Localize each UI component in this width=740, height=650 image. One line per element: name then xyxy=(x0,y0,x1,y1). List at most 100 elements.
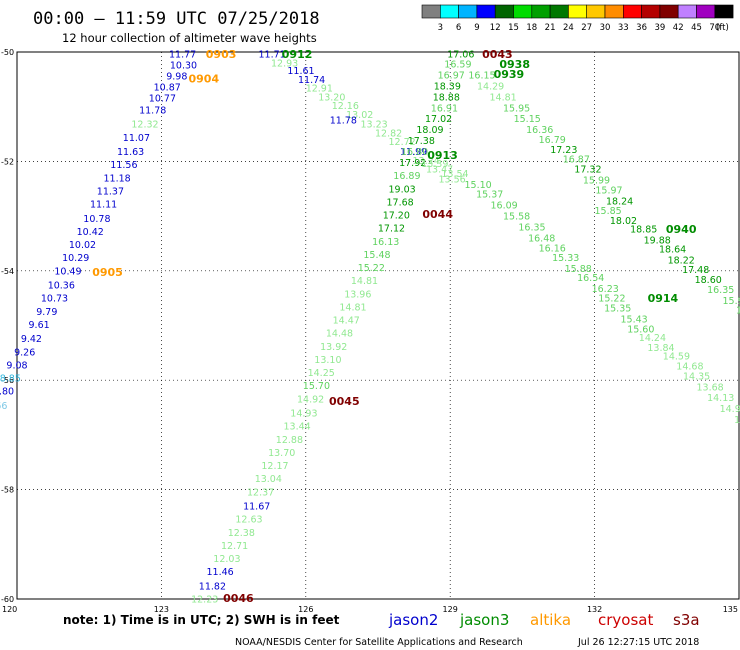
colorbar-swatch xyxy=(494,4,514,19)
y-tick-label: -50 xyxy=(1,48,14,57)
wave-height-value: 17.32 xyxy=(574,165,601,176)
wave-height-value: 14.59 xyxy=(663,352,690,363)
wave-height-value: 18.09 xyxy=(416,125,443,136)
colorbar-swatch xyxy=(568,4,588,19)
chart-subtitle: 12 hour collection of altimeter wave hei… xyxy=(62,31,317,45)
wave-height-value: 17.92 xyxy=(399,158,426,169)
colorbar-swatch xyxy=(622,4,642,19)
wave-height-value: 18.24 xyxy=(606,196,633,207)
wave-height-value: 15.97 xyxy=(595,185,622,196)
wave-height-value: 13.44 xyxy=(283,422,310,433)
wave-height-value: 18.39 xyxy=(434,81,461,92)
wave-height-value: 17.48 xyxy=(682,265,709,276)
colorbar-swatch xyxy=(476,4,496,19)
wave-height-value: 14.48 xyxy=(326,329,353,340)
satellite-legend: jason2 jason3 altika cryosat s3a xyxy=(388,611,700,629)
colorbar-label: 18 xyxy=(526,23,537,33)
x-tick-label: 129 xyxy=(443,605,458,614)
wave-height-value: 11.71 xyxy=(258,50,285,61)
wave-height-value: 15.97 xyxy=(722,296,740,307)
colorbar-swatch xyxy=(513,4,533,19)
wave-height-value: 14.47 xyxy=(333,316,360,327)
pass-time-label: 0905 xyxy=(92,266,123,279)
wave-height-value: 11.61 xyxy=(287,66,314,77)
wave-height-value: 13.10 xyxy=(314,355,341,366)
colorbar-swatch xyxy=(714,4,734,19)
wave-height-value: 10.42 xyxy=(77,227,104,238)
wave-height-value: 18.60 xyxy=(695,275,722,286)
wave-height-value: 18.22 xyxy=(668,255,695,266)
wave-height-value: 11.74 xyxy=(298,75,325,86)
wave-height-value: 17.12 xyxy=(378,224,405,235)
pass-time-label: 0903 xyxy=(206,48,237,61)
wave-height-value: 15.33 xyxy=(552,253,579,264)
wave-height-value: 9.80 xyxy=(0,387,14,398)
wave-height-value: 16.48 xyxy=(528,234,555,245)
wave-height-value: 16.91 xyxy=(431,103,458,114)
wave-height-value: 15.60 xyxy=(627,324,654,335)
wave-height-value: 16.80 xyxy=(401,147,428,158)
wave-height-value: 18.64 xyxy=(659,244,686,255)
wave-height-value: 12.91 xyxy=(306,84,333,95)
colorbar-label: 15 xyxy=(508,23,519,33)
wave-height-value: 10.78 xyxy=(83,214,110,225)
wave-height-value: 13.39 xyxy=(421,159,448,170)
wave-height-value: 16.09 xyxy=(490,201,517,212)
wave-height-value: 15.58 xyxy=(503,212,530,223)
wave-height-value: 10.02 xyxy=(69,240,96,251)
x-tick-label: 132 xyxy=(587,605,602,614)
wave-height-value: 14.81 xyxy=(339,302,366,313)
wave-height-value: 17.38 xyxy=(408,136,435,147)
wave-height-value: 14.68 xyxy=(676,362,703,373)
wave-height-value: 16.35 xyxy=(518,223,545,234)
wave-height-value: 11.63 xyxy=(117,147,144,158)
colorbar-swatch xyxy=(604,4,624,19)
colorbar-label: 45 xyxy=(691,23,702,33)
wave-height-value: 15.43 xyxy=(620,314,647,325)
wave-height-value: 13.96 xyxy=(344,289,371,300)
wave-height-value: 15.35 xyxy=(604,304,631,315)
wave-height-value: 11.78 xyxy=(139,106,166,117)
pass-time-label: 0912 xyxy=(282,48,313,61)
wave-height-value: 13.84 xyxy=(647,343,674,354)
wave-height-value: 16.16 xyxy=(539,243,566,254)
wave-height-value: 8.85 xyxy=(0,374,21,385)
legend-s3a: s3a xyxy=(673,611,700,629)
plot-frame xyxy=(16,51,740,600)
wave-height-value: 16.13 xyxy=(372,237,399,248)
colorbar-label: 36 xyxy=(636,23,647,33)
wave-height-value: 11.37 xyxy=(97,186,124,197)
colorbar-label: 9 xyxy=(474,23,479,33)
wave-height-value: 15.37 xyxy=(476,190,503,201)
wave-height-value: 10.73 xyxy=(41,294,68,305)
wave-height-value: 12.16 xyxy=(332,101,359,112)
wave-height-value: 12.17 xyxy=(261,461,288,472)
wave-height-value: 12.72 xyxy=(388,137,415,148)
wave-height-value: 9.08 xyxy=(6,360,27,371)
wave-height-value: 16.35 xyxy=(707,285,734,296)
wave-height-value: 13.23 xyxy=(360,120,387,131)
wave-height-value: 13.68 xyxy=(696,382,723,393)
wave-height-value: 13.02 xyxy=(346,110,373,121)
y-tick-label: -56 xyxy=(1,376,14,385)
wave-height-value: 10.49 xyxy=(54,266,81,277)
wave-height-value: 12.82 xyxy=(375,129,402,140)
footer-credit: NOAA/NESDIS Center for Satellite Applica… xyxy=(235,637,523,648)
wave-height-value: 13.24 xyxy=(412,156,439,167)
wave-height-value: 16.87 xyxy=(563,155,590,166)
wave-height-value: 11.56 xyxy=(110,160,137,171)
colorbar-label: 42 xyxy=(673,23,684,33)
colorbar-label: 12 xyxy=(490,23,501,33)
pass-time-label: 0046 xyxy=(223,592,254,605)
legend-altika: altika xyxy=(530,611,571,629)
wave-height-value: 16.97 xyxy=(438,71,465,82)
colorbar-label: 3 xyxy=(438,23,443,33)
wave-height-value: 16.89 xyxy=(393,171,420,182)
wave-height-value: 11.18 xyxy=(103,173,130,184)
x-tick-label: 123 xyxy=(154,605,169,614)
wave-height-value: 8.66 xyxy=(0,401,7,412)
wave-height-value: 14.24 xyxy=(639,333,666,344)
x-tick-label: 120 xyxy=(2,605,17,614)
pass-time-label: 0940 xyxy=(666,223,697,236)
